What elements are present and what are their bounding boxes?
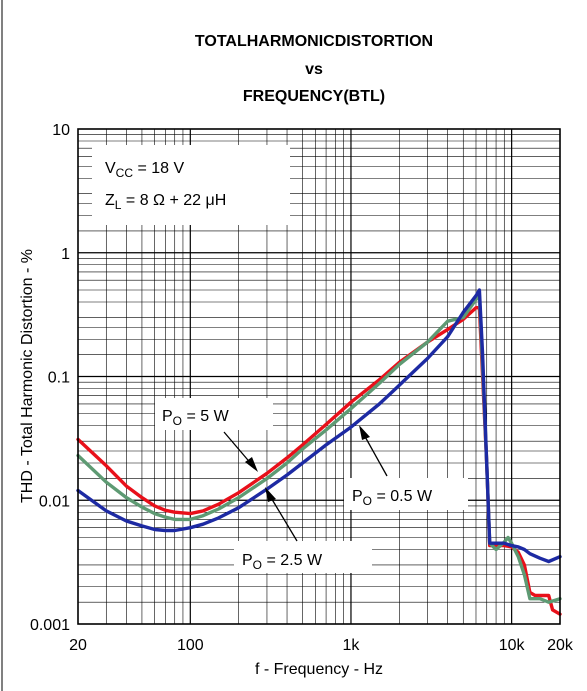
plot-frame [77, 128, 561, 625]
svg-text:PO = 0.5 W: PO = 0.5 W [352, 488, 433, 508]
conditions-box [92, 145, 290, 225]
condition-vcc: VCC = 18 V [105, 160, 184, 180]
annotation-po-0-5w: PO = 0.5 W [344, 425, 468, 510]
y-axis-label: THD - Total Harmonic Distortion - % [19, 249, 36, 503]
y-tick-label: 0.001 [30, 617, 70, 634]
chart-title-line-2: vs [305, 61, 323, 78]
x-tick-label: 100 [177, 637, 204, 654]
svg-text:PO = 5 W: PO = 5 W [162, 408, 230, 428]
curves [76, 288, 562, 616]
y-tick-label: 0.1 [48, 370, 70, 387]
condition-zl: ZL = 8 Ω + 22 μH [105, 192, 226, 212]
y-tick-label: 1 [61, 246, 70, 263]
y-tick-label: 10 [52, 122, 70, 139]
annotation-po-5w: PO = 5 W [155, 398, 273, 472]
tick-labels: 20 100 1k 10k 20k 0.001 0.01 0.1 1 10 [30, 122, 574, 654]
x-axis-label: f - Frequency - Hz [255, 661, 383, 678]
annotation-po-2-5w: PO = 2.5 W [234, 487, 372, 573]
series-line-3 [76, 288, 562, 564]
x-tick-label: 20 [69, 637, 87, 654]
chart-title-line-3: FREQUENCY(BTL) [243, 88, 385, 105]
y-tick-label: 0.01 [39, 493, 70, 510]
svg-text:PO = 2.5 W: PO = 2.5 W [242, 552, 323, 572]
x-tick-label: 20k [547, 637, 574, 654]
x-tick-label: 1k [343, 637, 361, 654]
x-tick-label: 10k [499, 637, 526, 654]
chart-title-line-1: TOTALHARMONICDISTORTION [195, 33, 433, 50]
